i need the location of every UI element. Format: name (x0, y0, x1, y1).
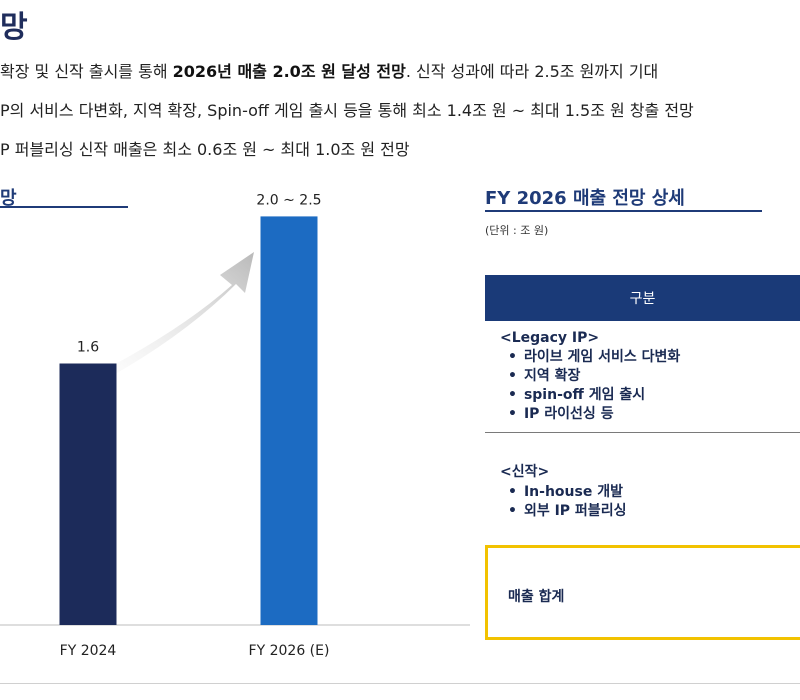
summary-bullet-2: P의 서비스 다변화, 지역 확장, Spin-off 게임 출시 등을 통해 … (0, 101, 694, 120)
total-revenue-label: 매출 합계 (508, 589, 565, 605)
page-title: 망 (0, 10, 28, 45)
list-item: In-house 개발 (508, 483, 626, 502)
list-item: 지역 확장 (508, 367, 680, 386)
summary-bullet-1: 확장 및 신작 출시를 통해 2026년 매출 2.0조 원 달성 전망. 신작… (0, 58, 658, 82)
x-tick-label-1: FY 2024 (60, 643, 117, 659)
table-header: 구분 (485, 275, 800, 321)
bottom-divider (0, 683, 800, 684)
list-item: IP 라이선싱 등 (508, 405, 680, 424)
chart-section-underline (0, 206, 128, 208)
summary-bullet-1-pre: 확장 및 신작 출시를 통해 (0, 62, 173, 81)
list-item: 라이브 게임 서비스 다변화 (508, 348, 680, 367)
revenue-bar-chart: 1.6 FY 2024 2.0 ~ 2.5 FY 2026 (E) (0, 192, 470, 659)
list-item: spin-off 게임 출시 (508, 386, 680, 405)
summary-bullet-1-post: . 신작 성과에 따라 2.5조 원까지 기대 (405, 62, 659, 81)
list-item: 외부 IP 퍼블리싱 (508, 502, 627, 521)
legacy-ip-group: <Legacy IP> 라이브 게임 서비스 다변화 지역 확장 spin-of… (500, 330, 680, 424)
bar-value-label-1: 1.6 (77, 340, 99, 356)
bar-2 (260, 216, 318, 625)
unit-label: (단위 : 조 원) (485, 224, 549, 237)
new-titles-heading: <신작> (500, 464, 550, 480)
detail-section-underline (485, 210, 762, 212)
bar-value-label-2: 2.0 ~ 2.5 (256, 192, 321, 208)
detail-section-title: FY 2026 매출 전망 상세 (485, 188, 685, 209)
summary-bullet-1-bold: 2026년 매출 2.0조 원 달성 전망 (172, 62, 406, 81)
table-row-divider (485, 432, 800, 433)
table-header-label: 구분 (629, 291, 656, 307)
total-revenue-highlight (485, 545, 800, 640)
new-titles-group: <신작> In-house 개발 외부 IP 퍼블리싱 (500, 461, 626, 521)
summary-bullet-3: P 퍼블리싱 신작 매출은 최소 0.6조 원 ~ 최대 1.0조 원 전망 (0, 140, 410, 159)
bar-1 (59, 363, 117, 625)
chart-section-title: 망 (0, 188, 17, 209)
legacy-ip-heading: <Legacy IP> (500, 330, 600, 346)
x-tick-label-2: FY 2026 (E) (249, 643, 330, 659)
